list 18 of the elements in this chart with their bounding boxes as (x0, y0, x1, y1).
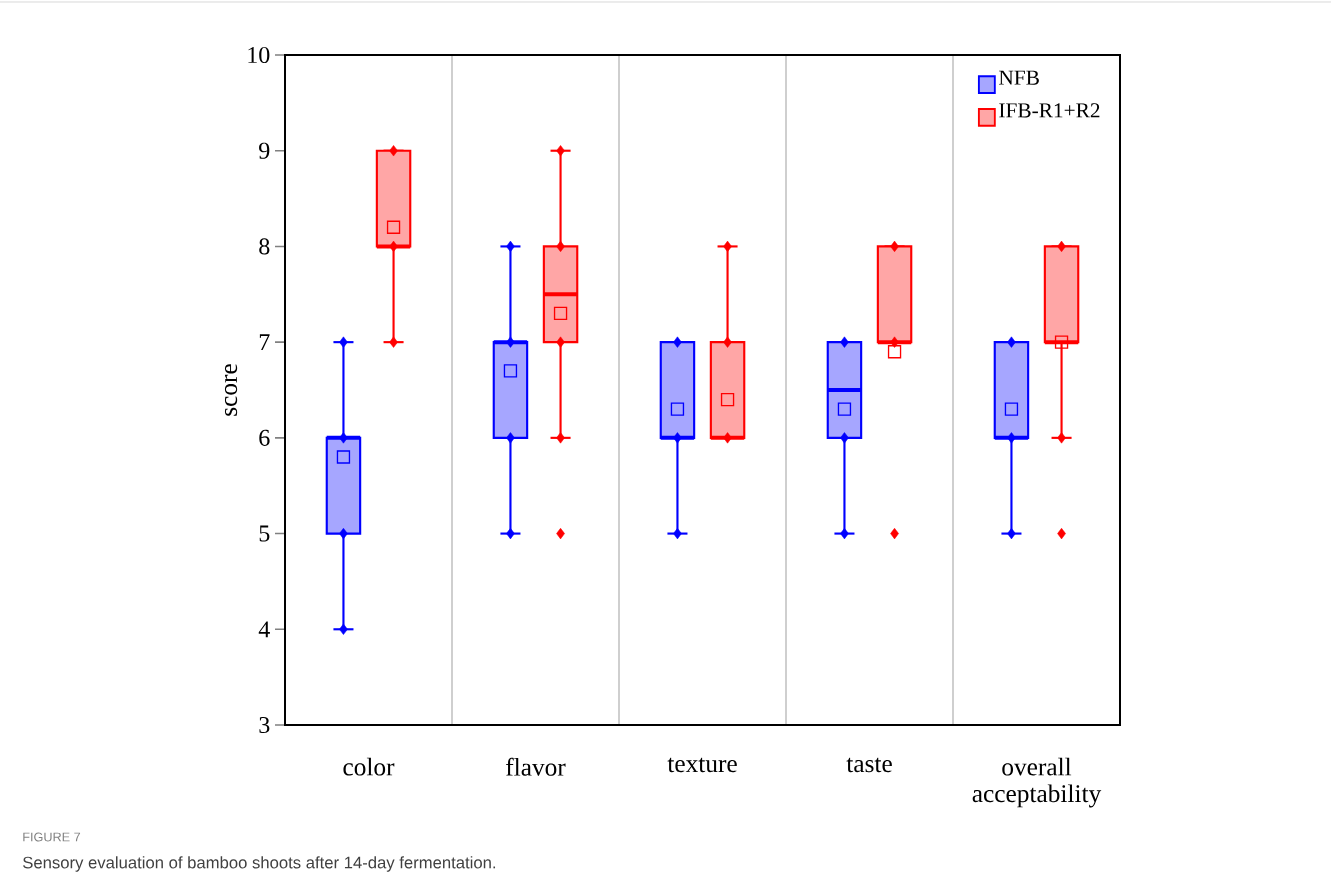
legend-label: NFB (999, 70, 1039, 85)
x-tick-label: flavor (506, 757, 566, 776)
y-tick-label: 4 (258, 621, 270, 638)
x-tick-label: overall acceptability (972, 757, 1102, 808)
text: Sensory evaluation of bamboo shoots after 14-day fermentation. (23, 856, 496, 872)
x-tick-label: taste (846, 757, 892, 773)
y-tick-label: 8 (259, 238, 270, 255)
x-tick-label: color (343, 757, 395, 776)
y-axis-title: score (224, 364, 238, 416)
y-tick-label: 10 (248, 46, 270, 64)
y-tick-label: 3 (259, 716, 270, 734)
y-tick-label: 5 (259, 525, 270, 542)
legend-label: IFB-R1+R2 (999, 103, 1100, 118)
x-tick-label: texture (667, 757, 737, 773)
y-tick-label: 6 (259, 429, 270, 446)
y-tick-label: 7 (259, 334, 270, 350)
caption: FIGURE 7 (23, 832, 81, 842)
y-tick-label: 9 (259, 142, 270, 159)
